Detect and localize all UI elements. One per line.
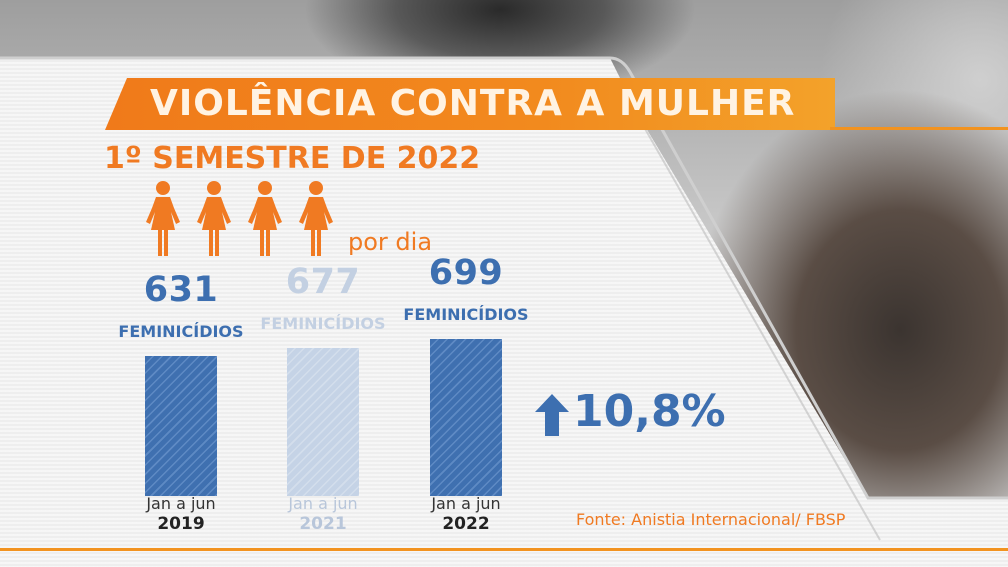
bar-group-2019: 631 FEMINICÍDIOS Jan a jun 2019 [106,0,256,567]
bar-period-label: Jan a jun [288,494,358,513]
bar-unit-label: FEMINICÍDIOS [403,305,529,324]
bar [430,339,502,496]
bar [145,356,217,496]
bar-unit-label: FEMINICÍDIOS [118,322,244,341]
bottom-divider [0,548,1008,551]
title-divider [830,127,1008,130]
bar-group-2022: 699 FEMINICÍDIOS Jan a jun 2022 [391,0,541,567]
woman-icon [299,181,333,256]
bar-unit-label: FEMINICÍDIOS [260,314,386,333]
woman-icon [146,181,180,256]
change-value: 10,8% [573,386,726,437]
bar-year-label: 2019 [157,514,205,534]
woman-icon [197,181,231,256]
per-day-label: por dia [348,228,433,256]
bar-value-label: 631 [143,270,219,310]
page-title: VIOLÊNCIA CONTRA A MULHER [150,83,796,124]
bar-value-label: 677 [285,262,361,302]
bar-group-2021: 677 FEMINICÍDIOS Jan a jun 2021 [248,0,398,567]
woman-icon [248,181,282,256]
arrow-up-icon [535,394,569,436]
bar-year-label: 2022 [442,514,490,534]
bar [287,348,359,496]
title-banner [105,78,835,130]
bar-year-label: 2021 [299,514,347,534]
source-note: Fonte: Anistia Internacional/ FBSP [576,510,846,529]
bar-period-label: Jan a jun [146,494,216,513]
bar-value-label: 699 [428,253,504,293]
chart-subtitle: 1º SEMESTRE DE 2022 [104,141,481,176]
bar-period-label: Jan a jun [431,494,501,513]
